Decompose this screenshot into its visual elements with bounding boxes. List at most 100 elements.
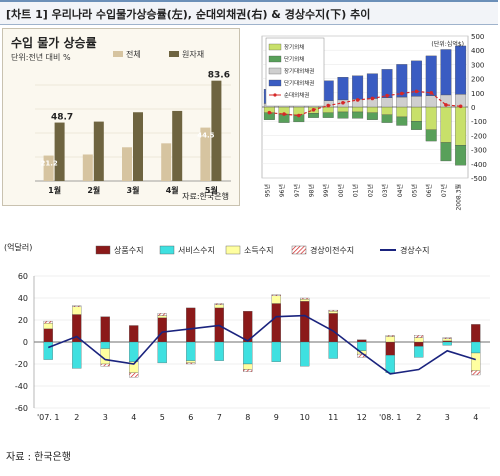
bar-서비스수지-8 xyxy=(243,341,253,365)
bar-단기외채-98년 xyxy=(308,113,319,118)
chart-header: [차트 1] 우리나라 수입물가상승률(左), 순대외채권(右) & 경상수지(… xyxy=(0,0,498,25)
bar-경상이전수지-2 xyxy=(72,305,82,307)
data-label: 83.6 xyxy=(208,71,230,81)
x-tick-label: 3 xyxy=(103,413,108,422)
bar-전체-4월 xyxy=(161,143,172,181)
bar-서비스수지-5 xyxy=(157,341,167,364)
bar-서비스수지-6 xyxy=(186,341,196,361)
y-tick-label: -300 xyxy=(471,147,487,155)
bar-장기외채-04년 xyxy=(396,106,408,118)
x-tick-label: 00년 xyxy=(337,184,345,197)
x-tick-label: 96년 xyxy=(278,184,286,197)
bar-소득수지-9 xyxy=(271,295,281,304)
bar-경상이전수지-10 xyxy=(300,297,310,300)
point-순대외채권 xyxy=(399,91,404,96)
point-순대외채권 xyxy=(326,103,331,108)
bar-단기대외채권-07년 xyxy=(440,49,452,96)
current-account-chart-svg: (억달러) -60 -40 -20 0 20 40 60 '07. 1 2 3 4 5 6 7 8 9 10 11 1… xyxy=(4,242,490,422)
legend-label-원자재: 원자재 xyxy=(182,50,204,59)
bar-상품수지-11 xyxy=(328,313,338,343)
bar-단기외채-04년 xyxy=(396,116,408,126)
x-tick-label: 98년 xyxy=(308,184,316,197)
legend-label-장기외채: 장기외채 xyxy=(284,43,304,51)
bar-서비스수지-'08. 1 xyxy=(385,355,395,373)
bar-경상이전수지-8 xyxy=(243,369,253,372)
y-tick-label: -100 xyxy=(471,118,487,126)
bar-단기외채-99년 xyxy=(322,112,334,118)
source-note: 자료 : 한국은행 xyxy=(6,452,71,463)
bar-단기대외채권-05년 xyxy=(411,60,422,97)
x-tick-label: '08. 1 xyxy=(379,413,402,422)
bar-상품수지-'08. 1 xyxy=(385,341,395,356)
y-tick-label: 200 xyxy=(471,76,484,84)
bar-서비스수지-3 xyxy=(442,341,452,346)
bar-소득수지-4 xyxy=(471,352,481,371)
point-순대외채권 xyxy=(385,93,389,98)
data-label: 48.7 xyxy=(51,113,73,123)
x-tick-label: 05년 xyxy=(411,184,419,197)
bar-상품수지-2 xyxy=(414,341,424,347)
legend-label-서비스수지: 서비스수지 xyxy=(178,246,215,255)
x-tick-label: 4 xyxy=(473,413,478,422)
bar-단기대외채권-00년 xyxy=(337,77,349,101)
bar-단기대외채권-02년 xyxy=(366,73,378,99)
legend-label-장기대외채권: 장기대외채권 xyxy=(284,67,314,75)
y-tick-label: 60 xyxy=(18,272,28,281)
bar-장기외채-05년 xyxy=(411,106,422,122)
bar-소득수지-'08. 1 xyxy=(385,336,395,343)
bar-단기외채-03년 xyxy=(381,114,393,123)
bar-상품수지-9 xyxy=(271,303,281,343)
y-tick-label: -40 xyxy=(15,382,28,391)
chart-header-title: [차트 1] 우리나라 수입물가상승률(左), 순대외채권(右) & 경상수지(… xyxy=(6,8,371,21)
y-tick-label: 100 xyxy=(471,90,484,98)
point-순대외채권 xyxy=(370,96,375,101)
bar-서비스수지-7 xyxy=(214,341,224,361)
y-tick-label: 500 xyxy=(471,33,484,41)
legend-swatch-상품수지 xyxy=(95,245,111,255)
bar-원자재-4월 xyxy=(172,110,183,181)
bar-서비스수지-12 xyxy=(357,341,367,351)
source-label: 자료:한국은행 xyxy=(182,191,229,201)
y-tick-label: -60 xyxy=(15,404,28,413)
bar-상품수지-4 xyxy=(471,324,481,343)
bar-경상이전수지-9 xyxy=(271,294,281,296)
y-tick-label: -500 xyxy=(471,175,487,183)
point-순대외채권 xyxy=(267,110,272,115)
x-tick-label: 4 xyxy=(131,413,136,422)
y-tick-label: 300 xyxy=(471,61,484,69)
bar-장기외채-06년 xyxy=(425,106,437,130)
bar-전체-3월 xyxy=(122,147,132,181)
x-tick-label: 4월 xyxy=(166,185,179,195)
bar-상품수지-6 xyxy=(186,307,196,343)
bar-장기대외채권-03년 xyxy=(381,97,393,108)
bar-원자재-1월 xyxy=(54,122,65,181)
x-tick-label: 04년 xyxy=(396,184,404,197)
bar-전체-2월 xyxy=(82,154,93,181)
current-account-chart: (억달러) -60 -40 -20 0 20 40 60 '07. 1 2 3 4 5 6 7 8 9 10 11 1… xyxy=(0,236,500,432)
line-경상수지 xyxy=(47,314,476,375)
point-순대외채권 xyxy=(311,108,316,112)
bar-서비스수지-'07. 1 xyxy=(43,341,53,360)
legend-label-단기대외채권: 단기대외채권 xyxy=(284,79,314,87)
bar-소득수지-2 xyxy=(414,337,424,343)
y-tick-label: -400 xyxy=(471,161,487,169)
bar-서비스수지-9 xyxy=(271,341,281,362)
bar-서비스수지-4 xyxy=(129,341,139,362)
point-순대외채권 xyxy=(296,113,301,118)
bar-장기대외채권-06년 xyxy=(425,95,437,108)
chart-title: 수입 물가 상승률 xyxy=(11,35,97,50)
bar-소득수지-2 xyxy=(72,306,82,315)
x-tick-label: 5월 xyxy=(205,185,218,195)
bar-서비스수지-4 xyxy=(471,341,481,354)
bar-단기외채-06년 xyxy=(425,129,437,142)
bar-전체-5월 xyxy=(200,127,211,181)
legend-label-전체: 전체 xyxy=(126,49,141,59)
x-tick-label: 97년 xyxy=(293,184,301,197)
bar-상품수지-5 xyxy=(157,317,167,343)
point-순대외채권 xyxy=(355,98,360,102)
bar-경상이전수지-6 xyxy=(186,362,196,365)
x-tick-label: 01년 xyxy=(352,184,360,197)
import-price-chart: 수입 물가 상승률 단위:전년 대비 % 전체 원자재 1월 2월 3월 4월 5월 21.2 48… xyxy=(2,28,240,206)
bar-경상이전수지-2 xyxy=(414,335,424,338)
x-tick-label: 3 xyxy=(445,413,450,422)
